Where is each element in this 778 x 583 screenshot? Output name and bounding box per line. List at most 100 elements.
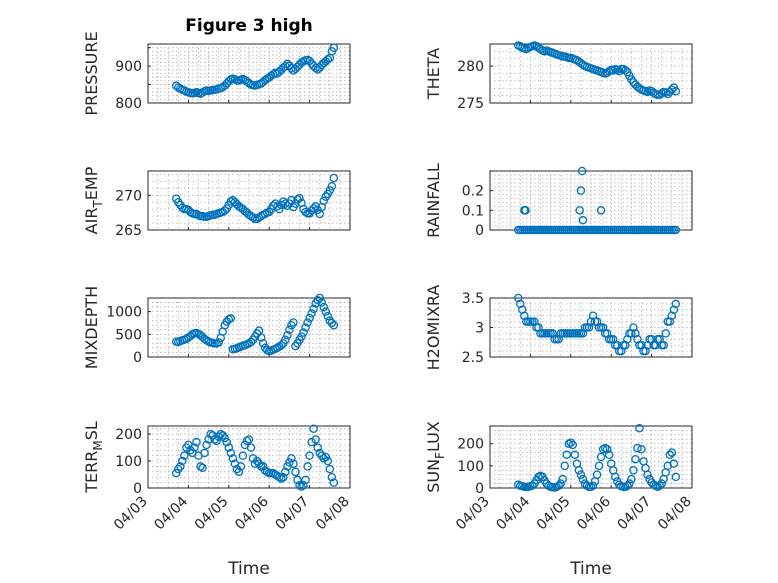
data-point — [516, 299, 525, 309]
y-tick-label: 100 — [457, 459, 484, 475]
data-point — [661, 329, 670, 338]
data-point — [667, 448, 677, 457]
subplot-3: 265 270 AIRTEMP — [82, 166, 351, 239]
data-point — [200, 448, 209, 458]
data-point — [592, 470, 602, 479]
data-series — [172, 293, 339, 356]
data-point — [315, 293, 324, 303]
data-point — [530, 317, 539, 326]
x-tick-label: 04/03 — [111, 494, 151, 534]
data-point — [570, 450, 580, 460]
data-point — [323, 456, 333, 466]
data-point — [220, 206, 230, 215]
data-point — [637, 444, 646, 454]
data-point — [621, 340, 630, 350]
y-tick-label: 2.5 — [462, 350, 484, 366]
data-point — [268, 201, 278, 210]
data-point — [598, 323, 608, 332]
data-series — [172, 173, 339, 224]
data-point — [206, 429, 215, 439]
y-tick-label: 500 — [115, 327, 142, 343]
x-tick-label: 04/07 — [615, 494, 655, 534]
data-point — [667, 311, 677, 320]
data-point — [291, 467, 300, 477]
data-point — [317, 298, 326, 307]
x-tick-label: 04/05 — [534, 494, 574, 534]
data-point — [643, 340, 652, 350]
data-point — [307, 309, 316, 318]
data-point — [617, 346, 626, 356]
data-point — [641, 346, 650, 356]
data-point — [285, 325, 294, 335]
data-point — [625, 479, 634, 488]
data-point — [596, 206, 606, 215]
data-point — [262, 467, 272, 477]
data-point — [321, 452, 331, 462]
data-point — [319, 196, 328, 206]
data-point — [671, 225, 681, 235]
data-point — [275, 204, 284, 214]
data-point — [657, 479, 666, 488]
data-point — [281, 467, 290, 477]
subplot-5: 0 500 1000 MIXDEPTH — [82, 286, 351, 369]
x-tick-label: 04/08 — [655, 494, 695, 534]
data-point — [295, 193, 304, 203]
data-point — [305, 451, 314, 460]
data-point — [594, 461, 604, 471]
data-point — [295, 481, 304, 490]
data-point — [202, 440, 211, 450]
y-tick-label: 0.2 — [462, 184, 484, 200]
data-point — [226, 448, 236, 458]
data-point — [246, 443, 256, 452]
x-tick-label: 04/05 — [192, 494, 232, 534]
y-tick-label: 0 — [133, 481, 142, 497]
data-point — [258, 462, 268, 471]
data-point — [281, 199, 290, 208]
y-tick-label: 200 — [115, 427, 142, 443]
y-axis-label: AIRTEMP — [82, 166, 105, 234]
data-point — [256, 211, 266, 221]
data-point — [327, 472, 337, 482]
data-point — [584, 323, 594, 332]
data-point — [234, 467, 244, 477]
data-point — [180, 451, 189, 460]
data-point — [665, 317, 675, 326]
y-axis-label: TERRMSL — [82, 421, 105, 494]
data-point — [665, 450, 675, 460]
data-point — [283, 201, 292, 210]
data-point — [198, 463, 207, 473]
data-point — [647, 335, 656, 344]
data-point — [568, 440, 578, 450]
data-point — [176, 462, 185, 471]
data-point — [293, 475, 302, 485]
data-point — [212, 436, 221, 446]
data-series — [514, 41, 681, 100]
data-point — [604, 450, 614, 460]
data-point — [285, 458, 294, 467]
data-point — [637, 340, 646, 350]
data-point — [518, 305, 527, 315]
data-point — [287, 454, 296, 463]
data-series — [514, 166, 681, 235]
data-point — [671, 299, 681, 309]
data-point — [289, 459, 298, 468]
y-axis-label: PRESSURE — [82, 31, 101, 115]
data-point — [208, 431, 217, 440]
data-point — [643, 87, 652, 97]
data-point — [586, 317, 596, 326]
data-point — [629, 323, 638, 332]
data-point — [657, 89, 666, 98]
data-point — [659, 340, 668, 350]
data-point — [548, 329, 557, 338]
data-point — [242, 436, 252, 446]
data-point — [554, 481, 563, 491]
data-point — [303, 318, 312, 327]
data-point — [311, 435, 320, 444]
data-point — [596, 452, 606, 462]
data-point — [178, 456, 187, 466]
subplot-7: 0 100 200 04/03 04/04 04/05 04/06 04/07 04/08 Tim… — [82, 421, 353, 579]
data-point — [299, 481, 308, 490]
y-axis-label: RAINFALL — [424, 163, 443, 238]
data-point — [608, 66, 618, 75]
data-point — [536, 44, 545, 54]
